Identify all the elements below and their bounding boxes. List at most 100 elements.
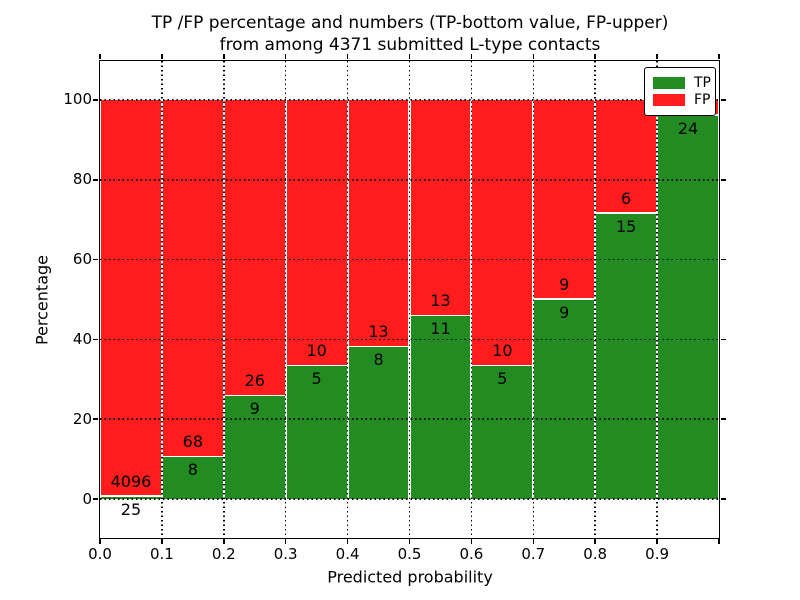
v-gridline (594, 61, 596, 538)
y-tick-mark (93, 418, 98, 420)
tp-count-label: 11 (430, 319, 451, 339)
tp-bar-segment (472, 366, 533, 500)
h-gridline (100, 258, 719, 261)
x-tick-mark (594, 539, 596, 544)
fp-bar-segment (162, 99, 223, 456)
fp-count-label: 6 (621, 188, 632, 208)
x-tick-mark (656, 539, 658, 544)
fp-bar-segment (348, 99, 409, 346)
x-tick-label: 0.5 (397, 545, 422, 563)
tp-bar-segment (224, 396, 285, 500)
fp-bar-segment (224, 99, 285, 395)
y-tick-mark (720, 258, 726, 261)
chart-title-line2: from among 4371 submitted L-type contact… (219, 35, 601, 55)
fp-bar-segment (596, 99, 657, 213)
fp-count-label: 13 (368, 322, 389, 342)
x-tick-mark (718, 539, 720, 544)
x-tick-label: 0.2 (211, 545, 236, 563)
h-gridline (100, 418, 719, 420)
x-tick-mark (161, 539, 163, 544)
v-gridline (532, 61, 535, 538)
x-tick-mark (656, 54, 658, 59)
v-gridline (656, 61, 658, 538)
tp-bar-segment (534, 299, 595, 500)
legend-swatch (653, 94, 685, 106)
y-tick-mark (720, 338, 726, 341)
legend-entry: TP (653, 75, 715, 91)
v-gridline (346, 61, 349, 538)
y-tick-label: 20 (72, 409, 92, 428)
h-gridline (100, 179, 719, 181)
chart-title: TP /FP percentage and numbers (TP-bottom… (100, 12, 720, 56)
fp-count-label: 13 (430, 291, 451, 311)
x-tick-mark (470, 54, 473, 59)
x-tick-label: 0.4 (335, 545, 360, 563)
tp-count-label: 25 (120, 499, 142, 519)
y-tick-label: 100 (63, 90, 92, 109)
x-tick-label: 0.9 (645, 545, 670, 563)
legend-label: TP (694, 75, 711, 91)
tp-count-label: 24 (677, 118, 699, 138)
y-tick-mark (93, 498, 98, 500)
y-tick-mark (720, 498, 726, 500)
legend-swatch (653, 77, 685, 89)
y-tick-mark (720, 99, 726, 101)
x-tick-mark (408, 54, 411, 59)
y-tick-mark (93, 99, 98, 101)
x-tick-mark (161, 54, 163, 59)
h-gridline (100, 498, 719, 500)
v-gridline (223, 61, 225, 538)
fp-bar-segment (534, 99, 595, 298)
legend-entry: FP (653, 92, 715, 108)
x-axis-label: Predicted probability (327, 567, 493, 587)
x-tick-mark (532, 54, 535, 59)
x-tick-mark (223, 539, 225, 544)
legend: TP FP (644, 67, 716, 116)
x-tick-label: 0.6 (459, 545, 484, 563)
y-tick-label: 0 (82, 489, 92, 508)
x-tick-mark (594, 54, 596, 59)
fp-count-label: 4096 (110, 471, 152, 491)
y-tick-mark (93, 338, 98, 341)
y-tick-label: 40 (72, 329, 92, 348)
x-tick-mark (284, 54, 287, 59)
tp-bar-segment (348, 347, 409, 500)
x-tick-mark (284, 539, 287, 544)
x-tick-mark (718, 54, 720, 59)
x-tick-mark (346, 539, 349, 544)
tp-count-label: 9 (249, 399, 260, 419)
v-gridline (284, 61, 287, 538)
fp-count-label: 26 (244, 371, 265, 391)
x-tick-label: 0.3 (273, 545, 298, 563)
h-gridline (100, 99, 719, 101)
y-tick-mark (93, 258, 98, 261)
y-tick-label: 60 (72, 250, 92, 269)
fp-count-label: 68 (182, 432, 204, 452)
fp-bar-segment (472, 99, 533, 365)
fp-bar-segment (286, 99, 347, 365)
x-tick-mark (223, 54, 225, 59)
fp-bar-segment (410, 99, 471, 315)
tp-count-label: 15 (615, 216, 637, 236)
chart-title-line1: TP /FP percentage and numbers (TP-bottom… (151, 13, 669, 33)
tp-bar-segment (658, 115, 718, 500)
plot-area: 4096256882691051381311105996151240.00.10… (63, 54, 726, 563)
tp-count-label: 5 (497, 369, 508, 389)
tp-bar-segment (101, 496, 161, 500)
fp-count-label: 9 (559, 274, 570, 294)
tp-bar-segment (286, 366, 347, 500)
tp-count-label: 8 (187, 460, 198, 480)
h-gridline (100, 338, 719, 341)
x-tick-mark (408, 539, 411, 544)
fp-count-label: 10 (306, 341, 327, 361)
fp-bar-segment (101, 99, 161, 496)
x-tick-mark (346, 54, 349, 59)
v-gridline (408, 61, 411, 538)
tp-bar-segment (162, 457, 223, 500)
y-tick-mark (720, 179, 726, 181)
v-gridline (161, 61, 163, 538)
x-tick-mark (99, 54, 101, 59)
tp-count-label: 8 (373, 350, 384, 370)
x-tick-mark (99, 539, 101, 544)
